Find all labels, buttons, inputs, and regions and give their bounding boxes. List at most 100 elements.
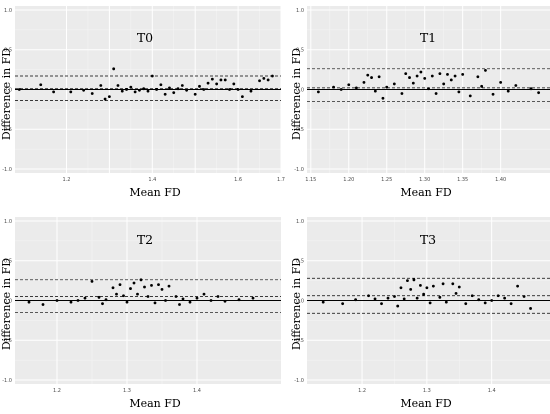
data-point (125, 300, 129, 304)
data-point (430, 74, 434, 78)
y-tick-label: -0.5 (2, 127, 12, 133)
data-point (377, 75, 381, 79)
data-point (116, 84, 120, 87)
y-tick-label: -0.5 (2, 338, 12, 344)
data-point (146, 89, 150, 93)
data-point (150, 283, 153, 287)
y-tick-label: -0.5 (294, 338, 304, 344)
x-tick-label: 1.2 (53, 388, 61, 394)
data-point (202, 292, 206, 296)
y-tick-label: 1.0 (4, 219, 12, 225)
data-point (422, 292, 426, 296)
x-tick-label: 1.6 (234, 177, 242, 183)
data-point (509, 302, 513, 306)
data-point (155, 88, 158, 91)
panel-title: T1 (420, 30, 436, 45)
x-axis-title: Mean FD (129, 186, 181, 199)
data-point (188, 300, 192, 304)
x-tick-label: 1.3 (123, 388, 131, 394)
x-tick-label: 1.20 (343, 177, 354, 183)
data-point (537, 91, 541, 95)
data-point (240, 95, 244, 99)
data-point (172, 91, 176, 95)
y-tick-label: 0.5 (4, 48, 12, 54)
y-tick-label: -0.5 (294, 127, 304, 133)
data-point (503, 296, 507, 300)
data-point (425, 286, 429, 290)
data-point (136, 292, 139, 296)
data-point (198, 84, 201, 88)
data-point (484, 69, 487, 72)
data-point (195, 296, 199, 300)
data-point (146, 295, 150, 298)
data-point (506, 89, 510, 93)
data-point (477, 298, 481, 302)
data-point (132, 281, 136, 285)
data-point (83, 296, 87, 300)
data-point (411, 81, 415, 85)
data-point (219, 78, 223, 82)
data-point (516, 284, 519, 288)
data-point (249, 89, 253, 93)
data-point (392, 82, 396, 86)
data-point (101, 302, 104, 306)
data-point (215, 82, 219, 86)
data-point (438, 72, 442, 75)
data-point (180, 84, 184, 87)
data-point (409, 287, 413, 291)
x-tick-label: 1.25 (381, 177, 392, 183)
x-tick-label: 1.4 (488, 388, 496, 394)
y-tick-label: 0.0 (296, 298, 304, 304)
data-point (423, 76, 427, 80)
data-point (129, 85, 133, 89)
y-axis-title: Difference in FD (0, 258, 13, 350)
data-point (150, 74, 154, 78)
data-point (399, 286, 403, 290)
data-point (210, 77, 214, 81)
data-point (185, 88, 189, 92)
data-point (332, 85, 335, 89)
x-axis-title: Mean FD (129, 397, 181, 410)
data-point (82, 88, 86, 92)
panel-title: T0 (137, 30, 153, 45)
y-tick-label: 0.5 (4, 259, 12, 265)
data-point (321, 300, 325, 304)
data-point (483, 301, 487, 305)
data-point (232, 82, 236, 86)
data-point (404, 72, 408, 75)
data-point (427, 87, 430, 91)
data-point (160, 287, 164, 291)
x-axis-title: Mean FD (400, 397, 452, 410)
y-tick-label: 1.0 (296, 219, 304, 225)
y-tick-label: 1.0 (296, 8, 304, 14)
data-point (457, 90, 461, 94)
panel-t1: -1.0 -0.5 0.0 0.5 1.0 1.15 1.20 1.25 1.30 1.35 1.4… (290, 6, 550, 199)
data-point (120, 89, 124, 93)
x-tick-label: 1.35 (457, 177, 468, 183)
data-point (354, 86, 358, 90)
data-point (216, 295, 220, 298)
data-point (266, 78, 270, 82)
data-point (341, 302, 345, 306)
data-point (97, 295, 101, 299)
y-axis-title: Difference in FD (0, 48, 13, 140)
y-tick-label: -1.0 (2, 167, 12, 173)
panel-t3: -1.0 -0.5 0.0 0.5 1.0 1.2 1.3 1.4 T3 Mean FD Diffe… (290, 217, 550, 410)
data-point (454, 291, 458, 295)
data-point (258, 79, 261, 83)
data-point (107, 95, 111, 99)
panel-title: T2 (137, 232, 153, 247)
y-tick-label: 0.5 (296, 48, 304, 54)
data-point (366, 73, 370, 77)
data-point (380, 302, 383, 306)
data-point (129, 287, 132, 290)
data-point (412, 278, 416, 282)
data-point (271, 74, 274, 78)
data-point (362, 80, 366, 84)
x-tick-label: 1.3 (423, 388, 431, 394)
data-point (468, 94, 472, 98)
data-point (237, 298, 241, 302)
data-point (419, 70, 423, 74)
y-axis-title: Difference in FD (290, 258, 303, 350)
data-point (529, 307, 532, 310)
